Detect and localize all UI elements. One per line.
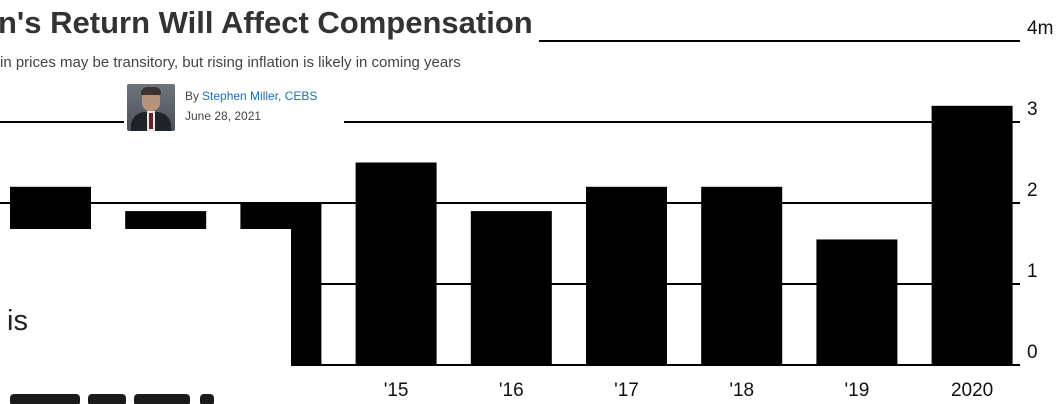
overlay-card-cut-text xyxy=(8,394,268,404)
author-byline: By Stephen Miller, CEBS June 28, 2021 xyxy=(124,82,344,132)
avatar-hair xyxy=(141,87,161,95)
publish-date: June 28, 2021 xyxy=(185,109,262,123)
bar-5 xyxy=(586,186,667,365)
overlay-card: is xyxy=(0,229,291,404)
byline-text: By Stephen Miller, CEBS xyxy=(185,89,317,103)
bar-3 xyxy=(355,162,437,365)
x-tick-label-8: 2020 xyxy=(951,380,993,401)
article-header: n's Return Will Affect Compensation in p… xyxy=(0,0,600,140)
byline-prefix: By xyxy=(185,89,200,103)
bar-7 xyxy=(816,239,898,365)
bar-8 xyxy=(931,105,1013,366)
y-tick-label-4: 4m xyxy=(1027,18,1053,39)
x-tick-label-5: '17 xyxy=(614,380,639,401)
overlay-card-text: is xyxy=(7,305,28,337)
x-tick-label-7: '19 xyxy=(845,380,870,401)
y-tick-label-1: 1 xyxy=(1027,261,1038,282)
x-tick-label-6: '18 xyxy=(729,380,754,401)
bar-4 xyxy=(470,211,552,365)
x-tick-label-3: '15 xyxy=(384,380,409,401)
y-tick-label-2: 2 xyxy=(1027,180,1038,201)
y-tick-label-0: 0 xyxy=(1027,342,1038,363)
avatar-tie xyxy=(149,113,153,129)
author-link[interactable]: Stephen Miller, CEBS xyxy=(202,89,318,103)
author-avatar xyxy=(127,84,175,131)
x-tick-label-4: '16 xyxy=(499,380,524,401)
article-headline: n's Return Will Affect Compensation xyxy=(0,4,539,42)
y-tick-label-3: 3 xyxy=(1027,99,1038,120)
bar-6 xyxy=(701,186,783,365)
article-subhead: in prices may be transitory, but rising … xyxy=(0,53,473,73)
